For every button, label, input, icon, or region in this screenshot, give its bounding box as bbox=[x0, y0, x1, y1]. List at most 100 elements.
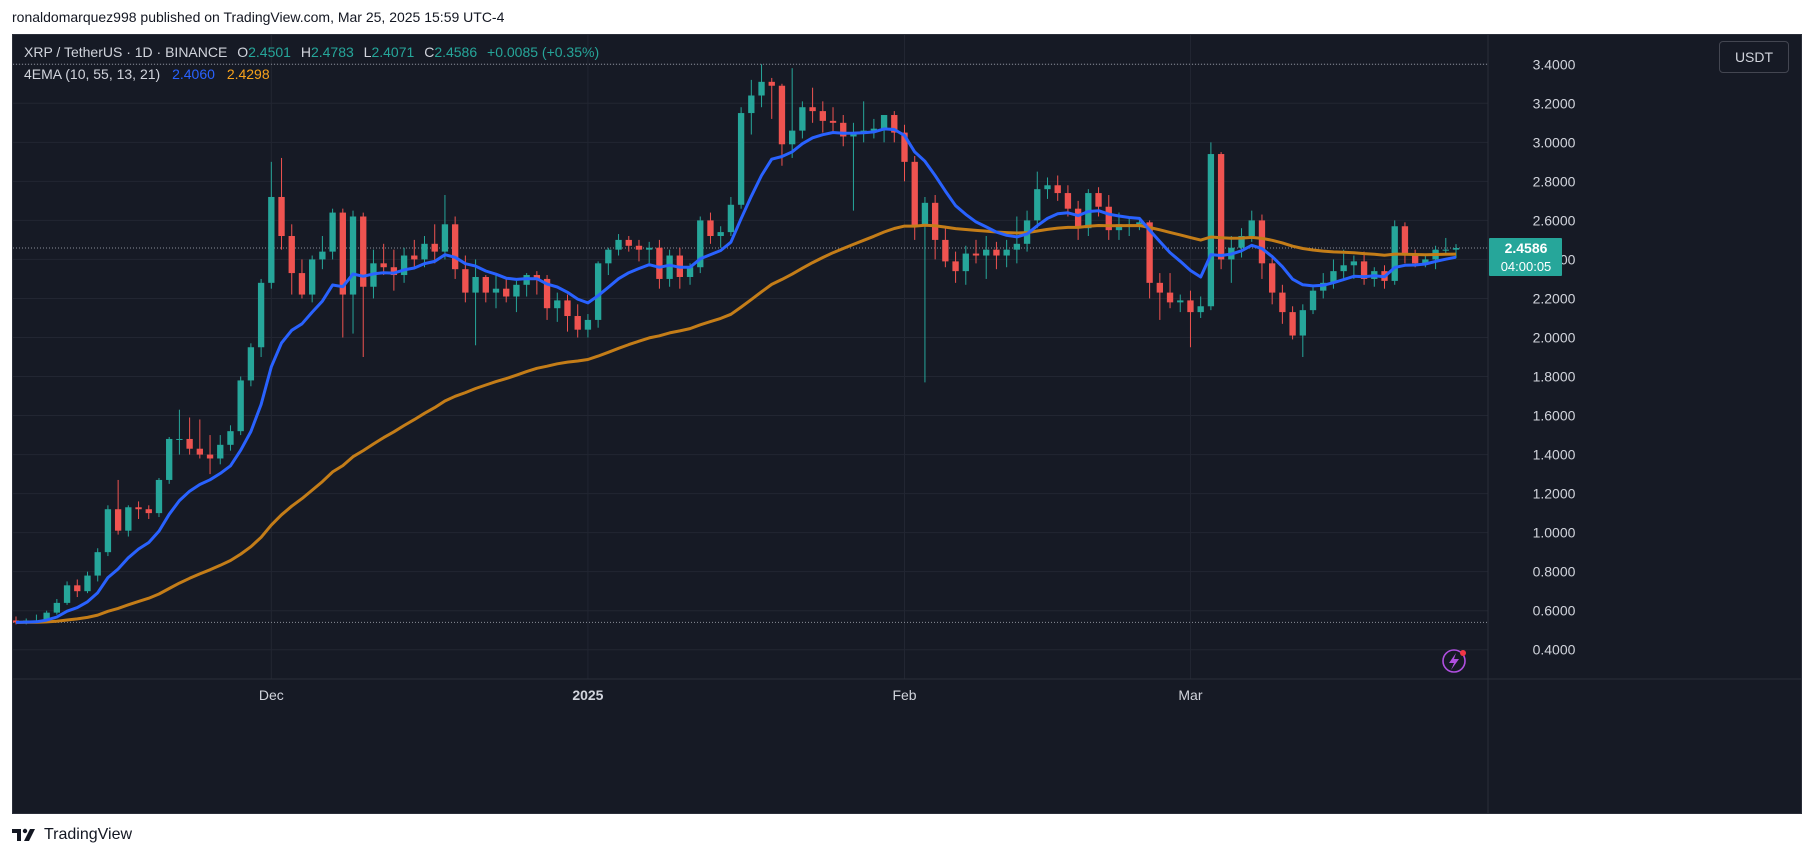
candle-body bbox=[574, 316, 581, 330]
open-label: O bbox=[237, 44, 249, 60]
symbol-legend[interactable]: XRP / TetherUS · 1D · BINANCE O2.4501 H2… bbox=[24, 44, 599, 60]
chart-panel[interactable]: 3.40003.20003.00002.80002.60002.40002.20… bbox=[12, 34, 1802, 814]
candle-body bbox=[329, 212, 336, 252]
lightning-icon-ring bbox=[1442, 649, 1466, 673]
candle-body bbox=[431, 243, 438, 252]
time-tick-label: 2025 bbox=[572, 687, 603, 703]
candle-body bbox=[1309, 290, 1317, 311]
candle-body bbox=[125, 507, 132, 531]
candle-body bbox=[789, 130, 796, 145]
candle-body bbox=[1217, 154, 1225, 260]
candle-body bbox=[53, 602, 61, 613]
ema-fast-line bbox=[15, 127, 1457, 624]
candle-body bbox=[278, 196, 285, 237]
candle-body bbox=[584, 319, 592, 330]
candle-body bbox=[114, 509, 122, 531]
candle-body bbox=[390, 267, 398, 276]
price-tick-label: 3.0000 bbox=[1533, 134, 1576, 150]
candle-body bbox=[84, 575, 91, 592]
candle-body bbox=[462, 269, 469, 293]
lightning-icon-dot bbox=[1460, 650, 1466, 656]
price-tag-countdown: 04:00:05 bbox=[1501, 259, 1552, 274]
time-tick-label: Dec bbox=[259, 687, 284, 703]
open-value: 2.4501 bbox=[248, 44, 291, 60]
price-tag-value: 2.4586 bbox=[1505, 240, 1548, 256]
candle-body bbox=[1044, 185, 1051, 190]
candle-body bbox=[1187, 300, 1194, 313]
candle-body bbox=[1269, 263, 1276, 293]
candle-body bbox=[298, 273, 306, 295]
indicator-legend[interactable]: 4EMA (10, 55, 13, 21) 2.4060 2.4298 bbox=[24, 66, 270, 82]
candle-body bbox=[104, 509, 112, 553]
footer-brand[interactable]: TradingView bbox=[12, 826, 132, 844]
indicator-title[interactable]: 4EMA (10, 55, 13, 21) bbox=[24, 66, 161, 82]
candle-body bbox=[1003, 249, 1010, 256]
candle-body bbox=[421, 243, 428, 260]
candle-body bbox=[196, 448, 203, 455]
candle-body bbox=[145, 509, 152, 514]
candle-body bbox=[400, 255, 408, 276]
candle-body bbox=[748, 95, 755, 114]
lightning-icon-bolt bbox=[1449, 653, 1459, 670]
price-tick-label: 1.6000 bbox=[1533, 408, 1576, 424]
candle-body bbox=[758, 81, 765, 96]
candle-body bbox=[288, 236, 295, 274]
candle-body bbox=[74, 585, 81, 592]
price-tick-label: 3.4000 bbox=[1533, 56, 1576, 72]
candle-body bbox=[492, 288, 500, 293]
price-tag bbox=[1489, 237, 1562, 276]
candle-body bbox=[176, 438, 183, 440]
candle-body bbox=[891, 115, 898, 133]
candle-body bbox=[1238, 236, 1245, 248]
candle-body bbox=[1422, 259, 1429, 264]
candle-body bbox=[533, 275, 541, 279]
symbol-title[interactable]: XRP / TetherUS · 1D · BINANCE bbox=[24, 44, 228, 60]
candle-body bbox=[380, 263, 387, 268]
candle-body bbox=[870, 128, 878, 131]
currency-button[interactable]: USDT bbox=[1719, 41, 1789, 73]
low-label: L bbox=[363, 44, 372, 60]
price-tick-label: 0.6000 bbox=[1533, 603, 1576, 619]
candle-body bbox=[339, 212, 346, 295]
candle-body bbox=[166, 438, 173, 480]
time-tick-label: Mar bbox=[1178, 687, 1202, 703]
price-tick-label: 1.8000 bbox=[1533, 369, 1576, 385]
high-label: H bbox=[300, 44, 311, 60]
candle-body bbox=[972, 253, 980, 256]
chart-canvas[interactable]: 3.40003.20003.00002.80002.60002.40002.20… bbox=[13, 35, 1801, 813]
candle-body bbox=[482, 276, 489, 293]
candle-body bbox=[543, 278, 551, 309]
price-tick-label: 2.0000 bbox=[1533, 329, 1576, 345]
candle-body bbox=[829, 120, 837, 123]
candle-body bbox=[686, 267, 694, 277]
price-tick-label: 1.2000 bbox=[1533, 486, 1576, 502]
candle-body bbox=[1095, 193, 1102, 207]
candle-body bbox=[635, 245, 643, 250]
candle-body bbox=[1248, 220, 1255, 237]
lightning-icon[interactable] bbox=[1442, 649, 1466, 673]
candle-body bbox=[737, 113, 745, 205]
candle-body bbox=[717, 232, 724, 237]
candle-body bbox=[227, 431, 234, 445]
candle-body bbox=[1207, 154, 1215, 307]
price-tick-label: 2.8000 bbox=[1533, 173, 1576, 189]
candle-body bbox=[1156, 282, 1163, 293]
time-tick-label: Feb bbox=[892, 687, 916, 703]
candle-body bbox=[1166, 292, 1174, 303]
candle-body bbox=[1115, 224, 1123, 231]
candle-body bbox=[360, 216, 367, 287]
candle-body bbox=[237, 380, 244, 432]
candle-body bbox=[1034, 189, 1041, 221]
candle-body bbox=[1289, 312, 1296, 336]
candle-body bbox=[135, 507, 142, 510]
ema-fast-value: 2.4060 bbox=[172, 66, 215, 82]
candle-body bbox=[778, 85, 786, 145]
candle-body bbox=[349, 216, 357, 295]
candle-body bbox=[1013, 243, 1021, 250]
candle-body bbox=[554, 300, 561, 309]
candle-body bbox=[942, 239, 949, 262]
candle-body bbox=[901, 132, 908, 162]
candle-body bbox=[441, 224, 449, 252]
candle-body bbox=[1136, 222, 1143, 225]
price-tick-label: 3.2000 bbox=[1533, 95, 1576, 111]
